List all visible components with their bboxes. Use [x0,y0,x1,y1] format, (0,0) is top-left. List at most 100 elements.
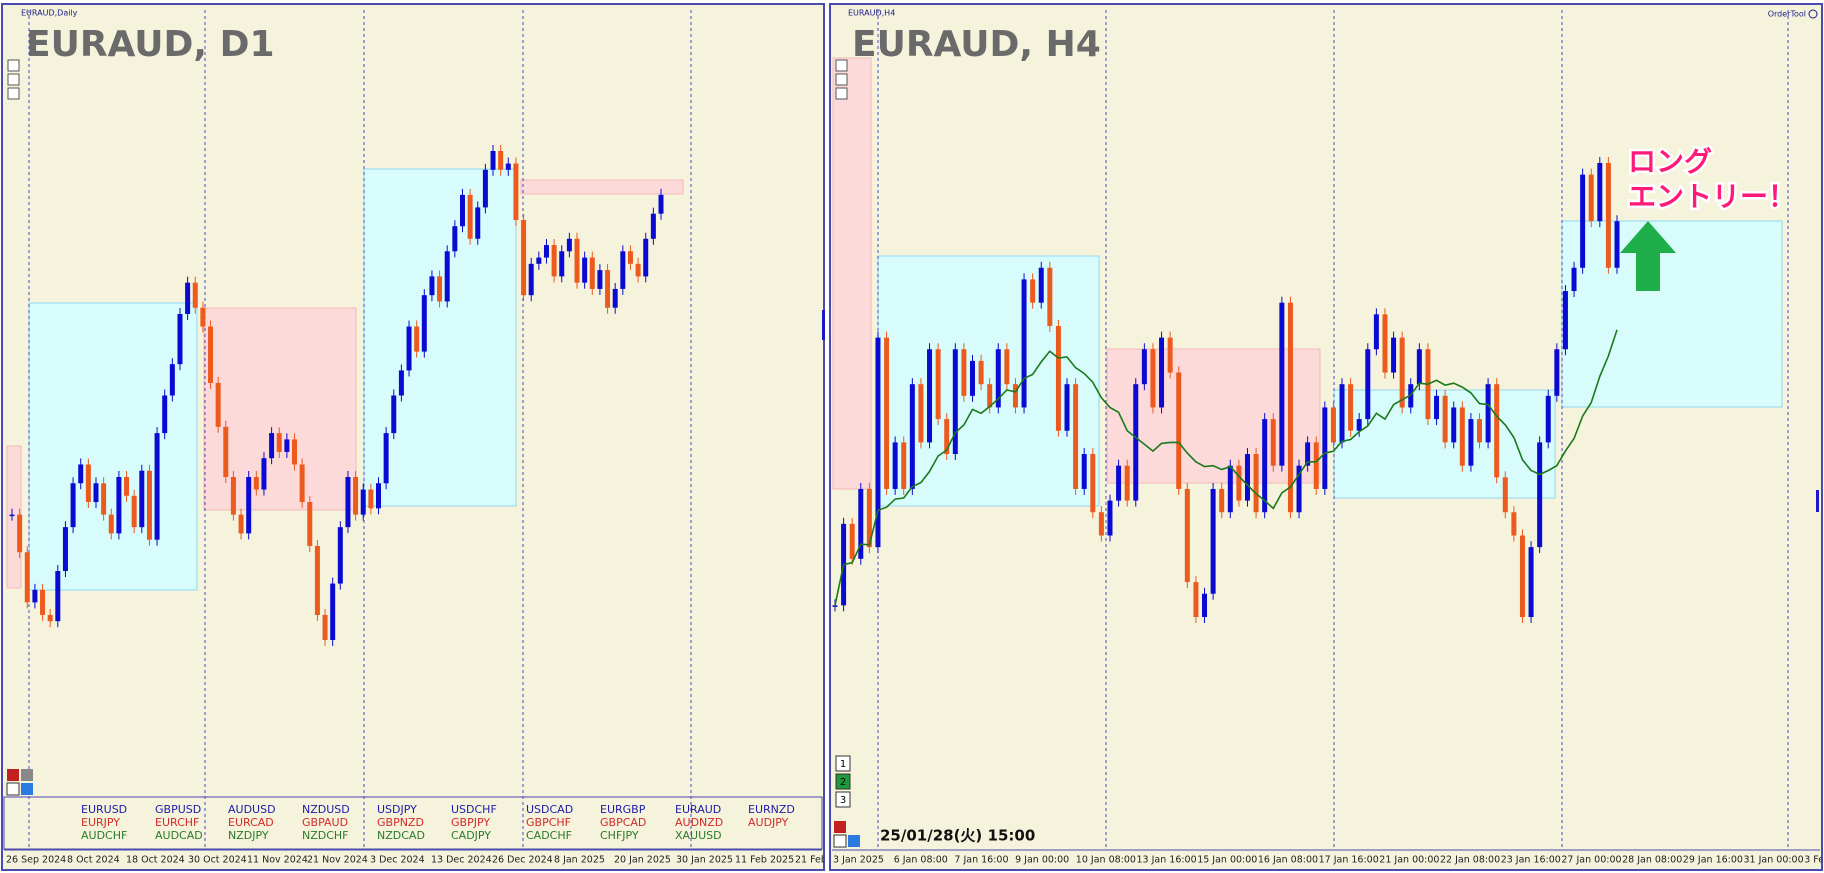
symbol-link[interactable]: NZDJPY [228,829,269,842]
candle [292,439,298,465]
scroll-controls[interactable] [7,59,848,100]
symbol-link[interactable]: NZDUSD [302,803,350,816]
candle [1210,488,1216,594]
candle [1296,465,1302,513]
candle [276,433,282,452]
symbol-link[interactable]: AUDCAD [155,829,203,842]
symbol-link[interactable]: GBPCHF [526,816,571,829]
symbol-link[interactable]: AUDJPY [748,816,789,829]
symbol-link[interactable]: GBPJPY [451,816,490,829]
symbol-link[interactable]: CHFJPY [600,829,639,842]
candle [1107,500,1113,536]
period-button[interactable] [835,773,851,790]
candle [1545,395,1551,443]
candle [1098,512,1104,536]
symbol-link[interactable]: NZDCHF [302,829,349,842]
symbol-link[interactable]: AUDNZD [675,816,723,829]
x-tick-label: 29 Jan 16:00 [1683,855,1743,866]
symbol-link[interactable]: NZDCAD [377,829,425,842]
x-axis-right: 3 Jan 2025 6 Jan 08:00 7 Jan 16:00 9 Jan 00… [833,855,1822,866]
window-controls[interactable] [6,769,860,848]
symbol-link[interactable]: USDJPY [377,803,417,816]
candle [1382,314,1388,373]
symbol-link[interactable]: GBPAUD [302,816,348,829]
candle [452,226,458,252]
candle [406,326,412,371]
period-buttons[interactable]: 1 2 3 [835,755,851,808]
candle [1330,407,1336,443]
candle [858,488,864,559]
symbol-link[interactable]: USDCHF [451,803,497,816]
tool-label[interactable]: OrderTool [1768,10,1806,19]
symbol-link[interactable]: AUDCHF [81,829,127,842]
candle [1081,454,1087,489]
period-button[interactable] [835,755,851,772]
candle [475,207,481,239]
candle [1133,384,1139,501]
symbol-link[interactable]: CADJPY [451,829,491,842]
candle [643,238,649,277]
candle [1313,442,1319,489]
x-tick-label: 23 Jan 16:00 [1501,855,1561,866]
period-button[interactable] [835,791,851,808]
candle [24,552,30,603]
candle [892,442,898,489]
candle [513,163,519,220]
x-tick-label: 11 Nov 2024 [247,855,308,866]
candle [299,464,305,503]
candle [131,495,137,528]
period-button-label[interactable]: 2 [840,777,846,788]
symbol-link[interactable]: EURGBP [600,803,646,816]
candle [1012,384,1018,408]
symbol-link[interactable]: XAUUSD [675,829,722,842]
symbol-link[interactable]: EURAUD [675,803,721,816]
symbol-link[interactable]: GBPNZD [377,816,424,829]
symbol-link[interactable]: EURCHF [155,816,199,829]
candle [1356,419,1362,431]
symbol-link[interactable]: AUDUSD [228,803,276,816]
chart-title: EURAUD, D1 [26,24,275,65]
symbol-link[interactable]: EURNZD [748,803,795,816]
x-tick-label: 21 Jan 00:00 [1379,855,1439,866]
zone [520,179,684,195]
symbol-link[interactable]: EURCAD [228,816,274,829]
candle [162,395,168,434]
candle [927,349,933,443]
candle [1244,454,1250,501]
candle [505,163,511,170]
x-tick-label: 8 Jan 2025 [554,855,605,866]
timestamp: 25/01/28(火) 15:00 [880,827,1035,845]
candle [55,571,61,622]
symbol-link[interactable]: GBPCAD [600,816,646,829]
symbol-link[interactable]: USDCAD [526,803,573,816]
candle [391,395,397,434]
candle [261,458,267,490]
tool-icon[interactable] [1808,9,1818,19]
period-button-label[interactable]: 3 [840,795,846,806]
x-tick-label: 27 Jan 00:00 [1561,855,1621,866]
period-button-label[interactable]: 1 [840,759,846,770]
symbol-link[interactable]: CADCHF [526,829,572,842]
candle [1322,407,1328,489]
symbol-link[interactable]: EURUSD [81,803,127,816]
x-tick-label: 16 Jan 08:00 [1258,855,1318,866]
candle [1580,174,1586,268]
candle [383,433,389,484]
candle [238,514,244,534]
symbol-link[interactable]: EURJPY [81,816,120,829]
candle [1348,384,1354,431]
candle [1339,384,1345,443]
x-tick-label: 21 Nov 2024 [307,855,368,866]
zone [832,57,872,490]
candle [1202,593,1208,617]
candle [1150,349,1156,408]
candle [1485,384,1491,443]
candle [627,251,633,264]
tab-label: EURAUD,H4 [848,9,895,18]
candle [360,489,366,515]
candle [108,514,114,534]
x-axis-left: 26 Sep 2024 8 Oct 2024 18 Oct 2024 30 Oct 2… [6,855,824,866]
candle [1305,442,1311,466]
candle [215,382,221,427]
symbol-link[interactable]: GBPUSD [155,803,201,816]
